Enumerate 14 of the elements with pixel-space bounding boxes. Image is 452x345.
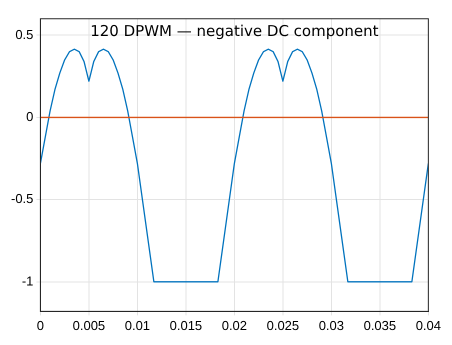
x-tick-label: 0.03: [318, 318, 344, 333]
x-tick-label: 0.02: [222, 318, 248, 333]
y-tick-label: 0: [26, 109, 34, 124]
x-tick-label: 0.005: [72, 318, 106, 333]
x-tick-label: 0.015: [170, 318, 202, 333]
x-tick-label: 0.025: [266, 318, 300, 333]
x-tick-label: 0: [36, 318, 44, 333]
chart-title: 120 DPWM — negative DC component: [90, 22, 379, 40]
x-tick-label: 0.035: [364, 318, 396, 333]
y-tick-label: -1: [22, 273, 34, 288]
x-tick-label: 0.04: [416, 318, 442, 333]
y-tick-label: -0.5: [10, 191, 34, 206]
x-tick-label: 0.01: [124, 318, 150, 333]
y-tick-label: 0.5: [15, 26, 34, 42]
